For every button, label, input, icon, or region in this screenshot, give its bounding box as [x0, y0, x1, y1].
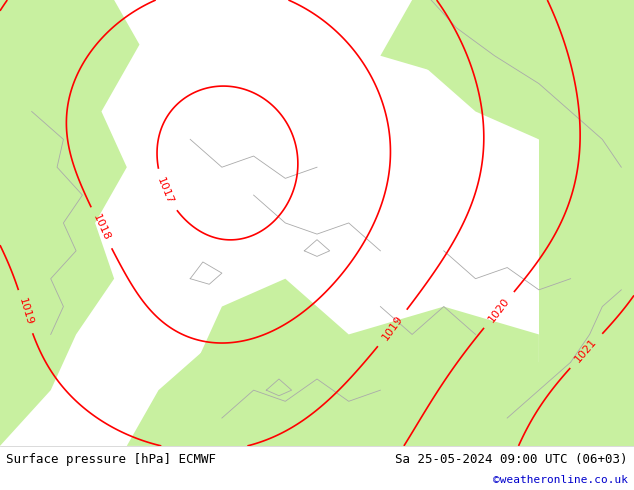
Text: 1020: 1020	[486, 296, 512, 324]
Text: Surface pressure [hPa] ECMWF: Surface pressure [hPa] ECMWF	[6, 452, 216, 466]
Polygon shape	[0, 0, 127, 112]
Polygon shape	[0, 100, 95, 362]
Polygon shape	[571, 195, 634, 446]
Text: 1019: 1019	[380, 314, 404, 343]
Polygon shape	[539, 139, 634, 446]
Polygon shape	[380, 0, 634, 139]
Text: 1017: 1017	[155, 175, 175, 205]
Polygon shape	[412, 0, 634, 195]
Polygon shape	[0, 0, 139, 446]
Polygon shape	[158, 279, 634, 446]
Text: 1021: 1021	[573, 337, 599, 365]
Text: ©weatheronline.co.uk: ©weatheronline.co.uk	[493, 475, 628, 485]
Text: Sa 25-05-2024 09:00 UTC (06+03): Sa 25-05-2024 09:00 UTC (06+03)	[395, 452, 628, 466]
Polygon shape	[127, 307, 634, 446]
Text: 1018: 1018	[91, 213, 112, 243]
Text: 1019: 1019	[16, 297, 34, 327]
